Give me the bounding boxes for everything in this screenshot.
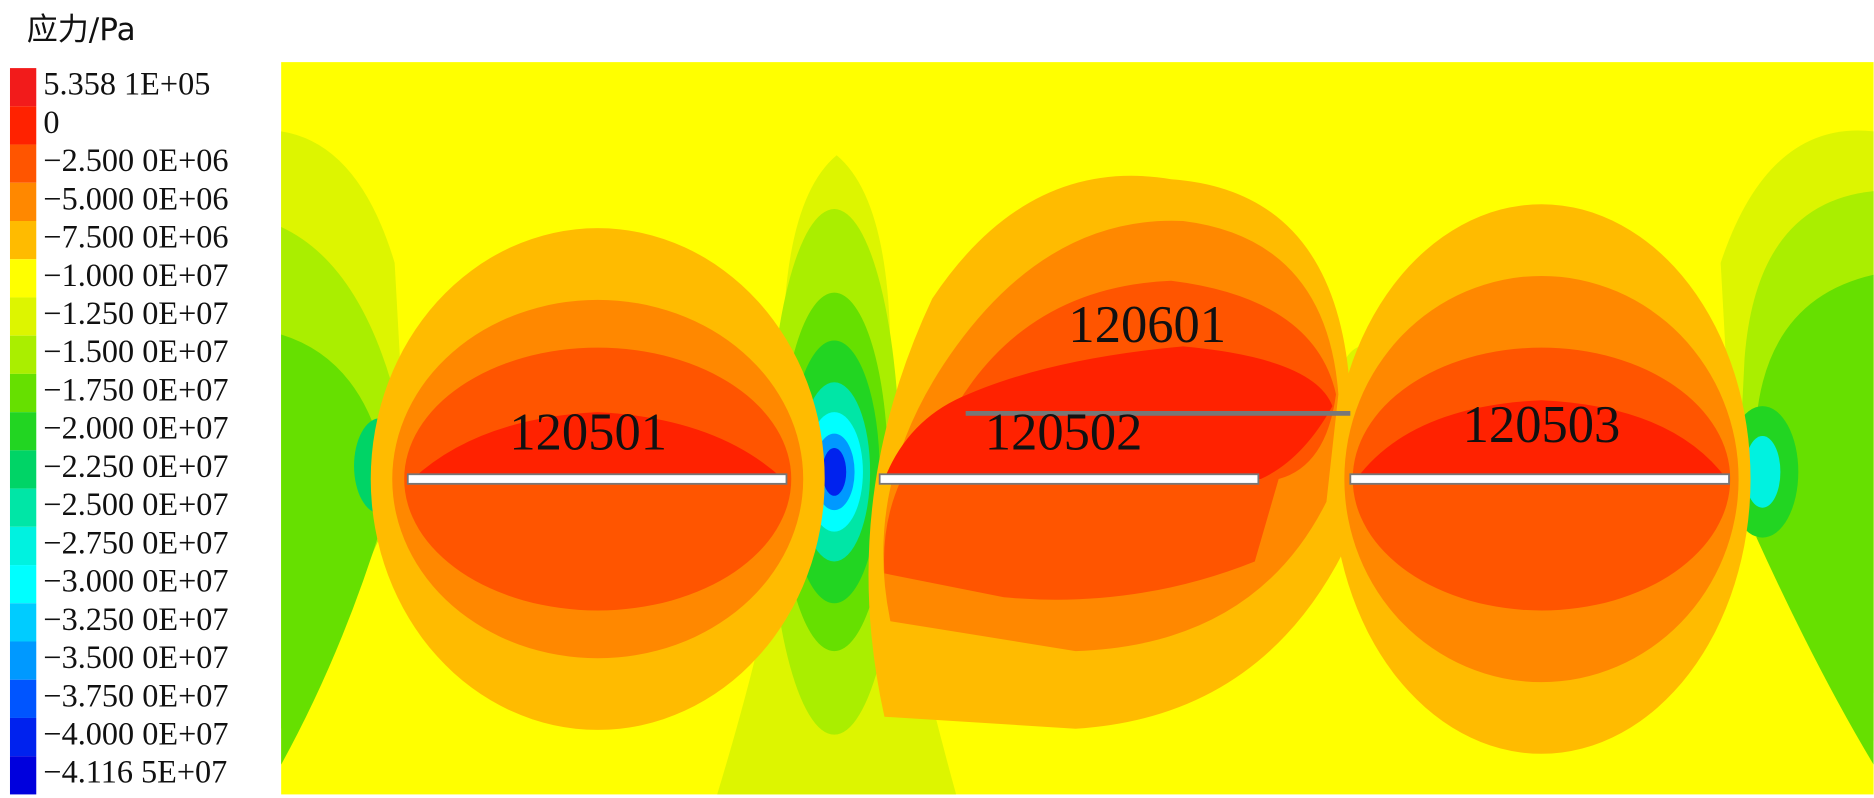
legend-swatch bbox=[9, 182, 37, 222]
legend-label: −2.500 0E+06 bbox=[43, 142, 228, 178]
legend-swatch bbox=[9, 68, 37, 107]
legend-swatch bbox=[9, 717, 37, 757]
legend-label: −4.116 5E+07 bbox=[43, 754, 227, 790]
panel-label: 120601 bbox=[1068, 296, 1226, 354]
legend-label: −4.000 0E+07 bbox=[43, 715, 228, 751]
legend-swatch bbox=[9, 641, 37, 680]
legend-swatch bbox=[9, 259, 37, 298]
legend-label: −3.500 0E+07 bbox=[43, 639, 228, 675]
legend-swatch bbox=[9, 756, 37, 795]
legend-swatch bbox=[9, 221, 37, 260]
legend-label: −3.250 0E+07 bbox=[43, 601, 228, 637]
legend-swatch bbox=[9, 450, 37, 489]
legend-swatch bbox=[9, 565, 37, 604]
legend-swatch bbox=[9, 106, 37, 145]
contour-field bbox=[281, 62, 1874, 795]
legend-title: 应力/Pa bbox=[27, 12, 136, 48]
legend-swatch bbox=[9, 526, 37, 566]
legend-label: −1.250 0E+07 bbox=[43, 295, 228, 331]
legend-label: −2.250 0E+07 bbox=[43, 448, 228, 484]
legend-label: −3.750 0E+07 bbox=[43, 677, 228, 713]
legend-label: −2.000 0E+07 bbox=[43, 410, 228, 446]
legend-swatch bbox=[9, 603, 37, 642]
legend-label: −3.000 0E+07 bbox=[43, 563, 228, 599]
legend-label: −2.500 0E+07 bbox=[43, 486, 228, 522]
legend-label: 5.358 1E+05 bbox=[43, 66, 210, 102]
legend-swatch bbox=[9, 412, 37, 451]
panel-label: 120502 bbox=[985, 403, 1143, 461]
legend-label: −2.750 0E+07 bbox=[43, 524, 228, 560]
legend-label: −1.000 0E+07 bbox=[43, 257, 228, 293]
legend-swatch bbox=[9, 144, 37, 183]
legend-label: −1.500 0E+07 bbox=[43, 333, 228, 369]
legend-label: −7.500 0E+06 bbox=[43, 219, 228, 255]
legend-swatch bbox=[9, 373, 37, 413]
legend-swatch bbox=[9, 297, 37, 336]
legend-label: 0 bbox=[43, 104, 59, 140]
legend-swatch bbox=[9, 679, 37, 718]
panel-label: 120501 bbox=[509, 403, 667, 461]
legend-label: −1.750 0E+07 bbox=[43, 371, 228, 407]
legend-label: −5.000 0E+06 bbox=[43, 180, 228, 216]
legend-swatch bbox=[9, 335, 37, 374]
legend-swatch bbox=[9, 488, 37, 527]
panel-label: 120503 bbox=[1463, 396, 1621, 454]
